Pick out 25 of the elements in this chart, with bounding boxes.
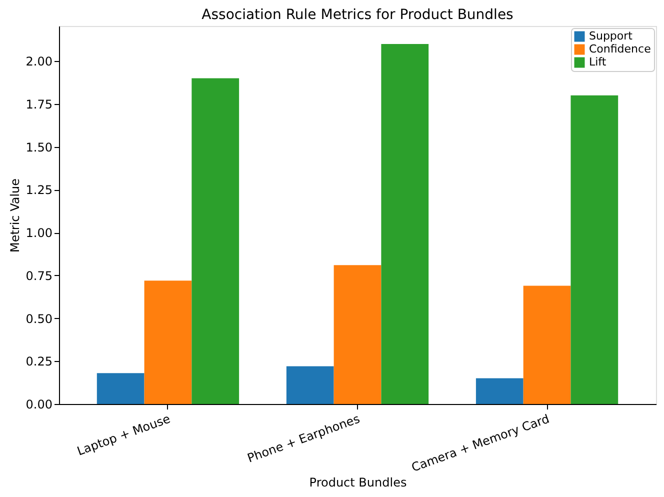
x-axis-title: Product Bundles: [309, 476, 407, 490]
y-tick-label: 1.00: [26, 226, 52, 240]
y-tick-label: 1.50: [26, 140, 52, 154]
chart-title: Association Rule Metrics for Product Bundles: [202, 7, 514, 23]
y-tick-label: 0.00: [26, 398, 52, 412]
x-tick-label: Laptop + Mouse: [75, 412, 172, 458]
bar: [96, 373, 144, 404]
bar: [381, 44, 429, 404]
bar: [286, 366, 334, 404]
bar: [144, 280, 192, 404]
y-tick-label: 1.25: [26, 183, 52, 198]
bar: [523, 286, 571, 404]
legend-label: Support: [589, 30, 634, 42]
legend-label: Lift: [589, 56, 607, 68]
bar: [192, 78, 240, 404]
y-tick-label: 1.75: [26, 98, 52, 112]
y-tick-label: 0.50: [26, 312, 52, 326]
bar: [334, 265, 382, 404]
legend-label: Confidence: [589, 42, 652, 56]
y-axis-title: Metric Value: [8, 178, 22, 253]
y-tick-label: 0.25: [26, 354, 52, 369]
y-tick-label: 2.00: [26, 54, 52, 69]
bar: [476, 378, 524, 404]
bar: [570, 95, 618, 404]
y-tick-label: 0.75: [26, 268, 52, 283]
